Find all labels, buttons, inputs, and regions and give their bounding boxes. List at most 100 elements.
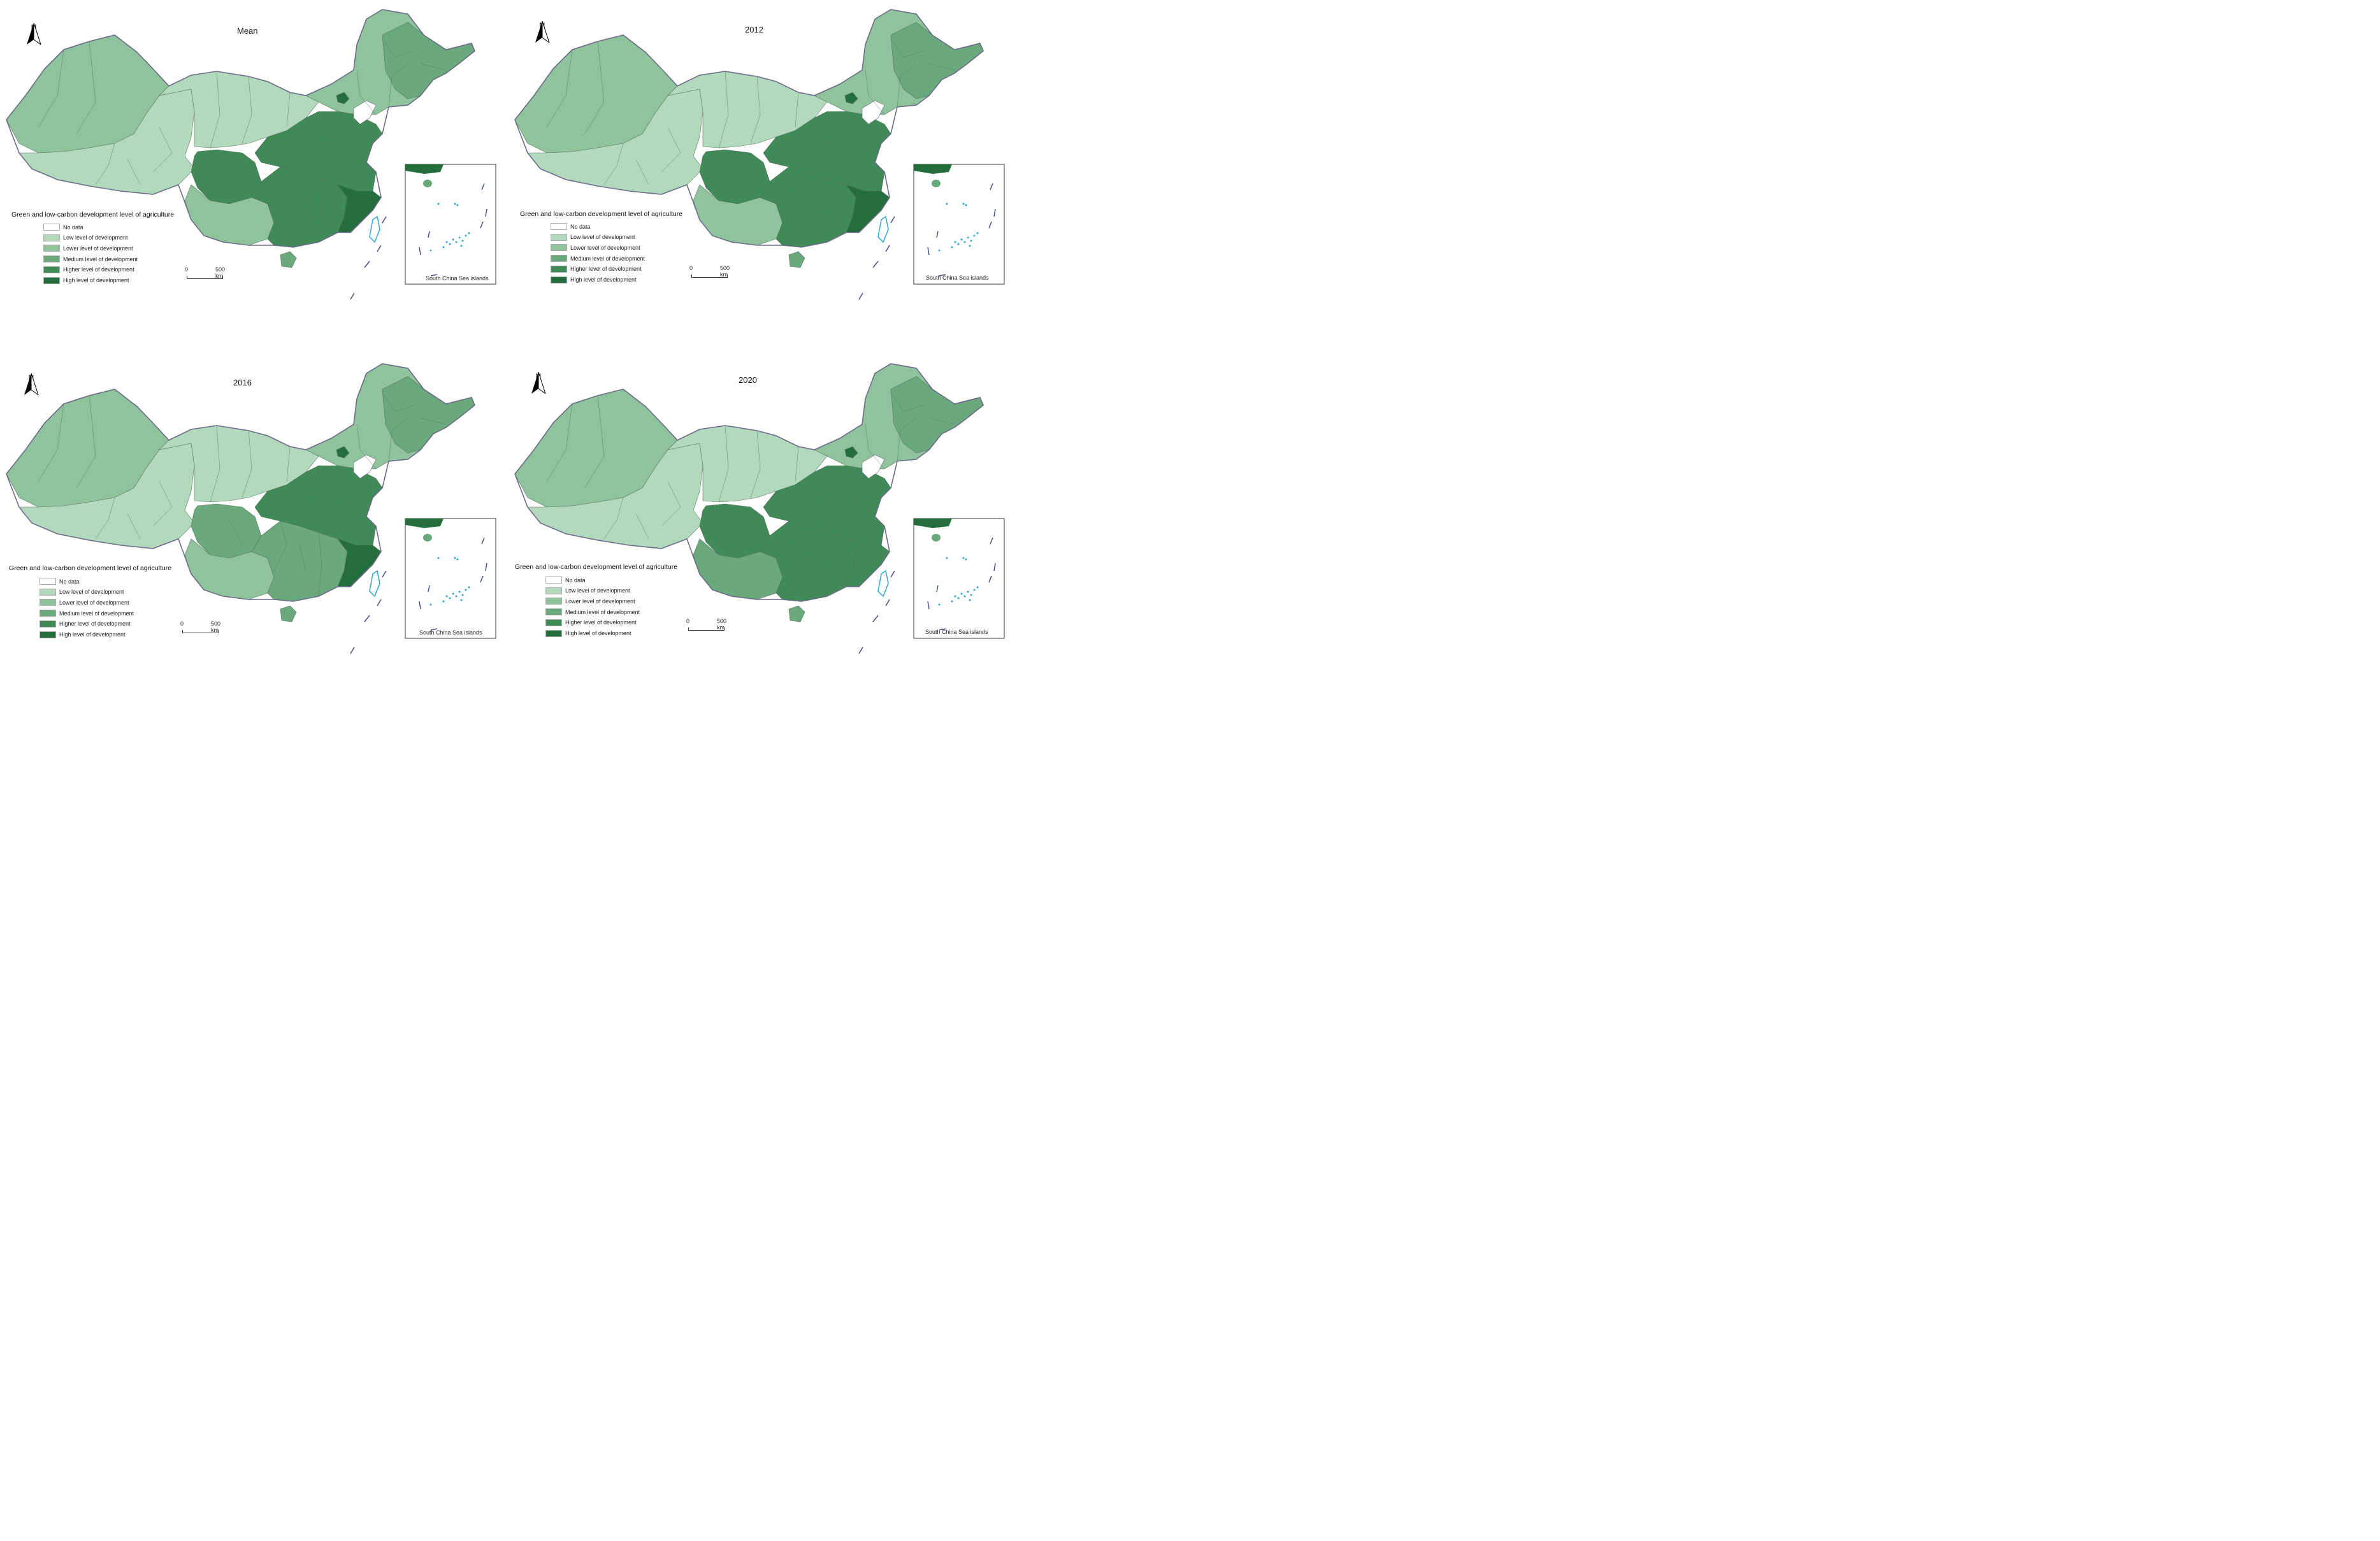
inset-frame: [405, 518, 496, 639]
province-boundary: [305, 494, 357, 508]
legend-item: No data: [551, 223, 591, 230]
legend-label: High level of development: [570, 276, 637, 283]
island-dot: [442, 600, 445, 603]
island-dot: [429, 603, 432, 606]
province-boundary: [635, 159, 649, 185]
province-boundary: [897, 417, 917, 462]
legend-item: Higher level of development: [40, 620, 131, 627]
province-boundary: [229, 519, 243, 546]
province-boundary: [420, 417, 447, 425]
province-boundary: [229, 165, 243, 192]
province-boundary: [388, 63, 408, 108]
inset-boundary-dash: [988, 221, 992, 229]
province-boundary: [318, 178, 322, 243]
island-dot: [468, 232, 470, 234]
taiwan-island: [369, 570, 380, 598]
inset-boundary-dash: [485, 208, 487, 217]
national-border: [6, 363, 475, 602]
inset-mainland: [914, 164, 952, 174]
province-boundary: [356, 69, 377, 115]
inset-boundary-dash: [480, 575, 484, 583]
sea-boundary-dash: [350, 647, 355, 654]
inset-boundary-dash: [481, 537, 485, 545]
legend-label: Higher level of development: [570, 266, 642, 273]
province-boundary: [242, 430, 252, 498]
legend-label: High level of development: [565, 630, 631, 636]
sea-boundary-dash: [885, 599, 890, 606]
north-arrow-icon: [535, 21, 550, 43]
island-dot: [460, 245, 463, 247]
scale-zero: 0: [689, 265, 693, 271]
island-dot: [954, 595, 956, 598]
north-arrow: N: [25, 23, 42, 45]
island-dot: [460, 599, 463, 601]
province-boundary: [382, 38, 415, 58]
province-boundary: [737, 519, 751, 546]
inset-boundary-dash: [430, 274, 438, 276]
sea-boundary-dash: [364, 261, 370, 268]
region-beijing: [336, 446, 350, 459]
legend-item: Low level of development: [40, 588, 124, 596]
island-dot: [960, 238, 963, 241]
province-boundary: [546, 49, 573, 128]
legend-title: Green and low-carbon development level o…: [9, 564, 172, 572]
province-boundary: [76, 41, 96, 134]
island-dot: [449, 597, 451, 599]
scale-distance: 500 km: [215, 266, 226, 279]
island-dot: [946, 203, 948, 205]
map-panel-2020: 2020 N Green and low-carbon development …: [508, 354, 1008, 678]
province-boundary: [782, 166, 796, 217]
province-boundary: [814, 494, 866, 508]
region-hainan: [788, 605, 805, 622]
legend-label: Low level of development: [570, 234, 635, 241]
legend-label: Higher level of development: [59, 620, 131, 627]
region-beijing: [844, 92, 858, 104]
legend-swatch: [43, 245, 60, 252]
legend-item: Medium level of development: [551, 255, 645, 262]
legend-swatch: [40, 578, 56, 585]
legend-swatch: [551, 276, 567, 283]
legend-label: Low level of development: [63, 234, 128, 241]
legend-label: Low level of development: [59, 589, 124, 596]
island-dot: [962, 557, 965, 559]
legend-item: No data: [545, 577, 586, 584]
province-boundary: [95, 497, 115, 540]
map-title: 2012: [745, 25, 763, 34]
island-dot: [967, 591, 969, 593]
island-dot: [437, 203, 440, 205]
national-border: [514, 363, 984, 602]
legend-item: Higher level of development: [545, 619, 637, 626]
province-boundary: [928, 63, 955, 71]
legend-label: No data: [565, 577, 586, 584]
inset-frame: [405, 164, 496, 285]
province-boundary: [839, 481, 866, 520]
inset-label: South China Sea islands: [419, 629, 482, 636]
legend-swatch: [40, 588, 56, 596]
island-dot: [969, 245, 971, 247]
island-dot: [452, 592, 454, 595]
inset-frame: [913, 518, 1005, 639]
legend-item: Low level of development: [551, 233, 635, 241]
province-boundary: [299, 545, 307, 571]
island-dot: [976, 586, 979, 589]
province-boundary: [356, 424, 377, 469]
sea-boundary-dash: [377, 599, 382, 606]
province-boundary: [603, 497, 624, 540]
china-map: [6, 363, 496, 654]
legend-swatch: [40, 599, 56, 606]
province-boundary: [152, 481, 173, 527]
legend-item: Low level of development: [545, 587, 630, 594]
island-dot: [458, 591, 461, 593]
island-dot: [970, 240, 972, 242]
legend-label: No data: [63, 224, 83, 231]
legend-swatch: [545, 577, 562, 584]
scale-distance: 500 km: [720, 265, 730, 278]
province-boundary: [839, 127, 866, 166]
legend-item: High level of development: [545, 629, 631, 637]
inset-boundary-dash: [480, 221, 484, 229]
province-boundary: [95, 143, 115, 185]
province-boundary: [273, 166, 287, 217]
legend-label: Medium level of development: [570, 255, 645, 262]
island-dot: [468, 586, 470, 589]
island-dot: [449, 243, 451, 245]
